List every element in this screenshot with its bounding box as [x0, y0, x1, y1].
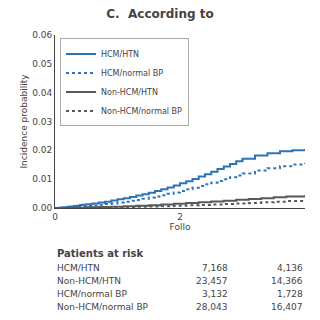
svg-text:HCM/normal BP: HCM/normal BP: [57, 289, 127, 299]
svg-text:Non-HCM/normal BP: Non-HCM/normal BP: [57, 302, 149, 312]
svg-text:HCM/HTN: HCM/HTN: [57, 263, 100, 273]
svg-text:1,728: 1,728: [277, 289, 303, 299]
svg-text:HCM/HTN: HCM/HTN: [101, 50, 139, 59]
svg-text:14,366: 14,366: [271, 276, 303, 286]
svg-text:Follo: Follo: [170, 222, 191, 232]
svg-text:7,168: 7,168: [202, 263, 228, 273]
svg-text:0: 0: [52, 212, 58, 222]
svg-text:Non-HCM/normal BP: Non-HCM/normal BP: [101, 107, 182, 116]
svg-text:Non-HCM/HTN: Non-HCM/HTN: [57, 276, 121, 286]
svg-text:0.03: 0.03: [32, 117, 52, 127]
svg-text:16,407: 16,407: [271, 302, 303, 312]
svg-text:2: 2: [177, 212, 183, 222]
svg-text:Patients at risk: Patients at risk: [57, 248, 143, 259]
svg-text:4,136: 4,136: [277, 263, 303, 273]
svg-text:C. According to: C. According to: [106, 7, 213, 21]
svg-text:0.05: 0.05: [32, 59, 52, 69]
svg-text:0.04: 0.04: [32, 88, 52, 98]
svg-text:0.01: 0.01: [32, 174, 52, 184]
svg-text:28,043: 28,043: [196, 302, 228, 312]
svg-text:0.00: 0.00: [32, 203, 52, 213]
svg-text:Incidence probability: Incidence probability: [19, 74, 29, 169]
svg-text:23,457: 23,457: [196, 276, 228, 286]
svg-text:Non-HCM/HTN: Non-HCM/HTN: [101, 88, 158, 97]
svg-text:HCM/normal BP: HCM/normal BP: [101, 69, 163, 78]
svg-text:0.02: 0.02: [32, 145, 52, 155]
svg-text:3,132: 3,132: [202, 289, 228, 299]
svg-text:0.06: 0.06: [32, 30, 52, 40]
